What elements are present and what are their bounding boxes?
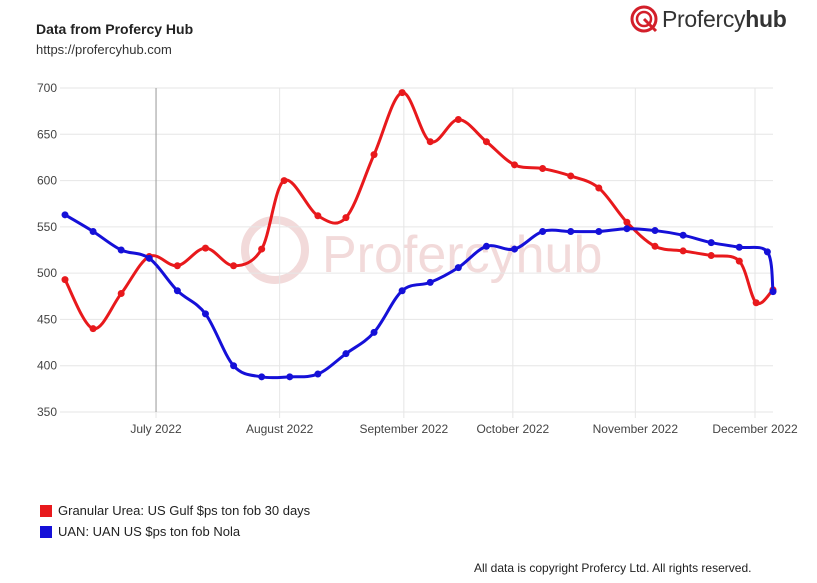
legend-item-uan[interactable]: UAN: UAN US $ps ton fob Nola [40, 521, 310, 542]
data-point-urea [623, 218, 631, 226]
series-line-urea [63, 91, 775, 331]
brand-logo[interactable]: Profercyhub [630, 3, 787, 35]
y-tick-label: 450 [37, 312, 57, 326]
data-point-uan [117, 246, 125, 254]
data-point-urea [314, 212, 322, 220]
data-point-urea [201, 244, 209, 252]
chart-legend: Granular Urea: US Gulf $ps ton fob 30 da… [40, 500, 310, 542]
y-tick-label: 400 [37, 359, 57, 373]
source-url[interactable]: https://profercyhub.com [36, 42, 172, 57]
data-point-uan [61, 211, 69, 219]
data-point-urea [398, 89, 406, 97]
data-point-uan [735, 243, 743, 251]
watermark-logo-icon [241, 216, 309, 284]
data-point-uan [145, 254, 153, 262]
data-point-uan [454, 264, 462, 272]
data-point-uan [370, 328, 378, 336]
data-point-urea [454, 115, 462, 123]
data-point-uan [230, 362, 238, 370]
data-point-uan [482, 242, 490, 250]
y-tick-label: 350 [37, 405, 57, 419]
watermark: Profercyhub [241, 216, 602, 284]
x-tick-label: October 2022 [476, 422, 549, 436]
data-point-urea [595, 184, 603, 192]
data-point-urea [61, 276, 69, 284]
data-point-urea [173, 262, 181, 270]
data-point-uan [286, 373, 294, 381]
y-tick-label: 650 [37, 127, 57, 141]
y-tick-label: 550 [37, 220, 57, 234]
legend-swatch-urea [40, 504, 52, 517]
data-point-uan [623, 225, 631, 233]
data-point-uan [707, 239, 715, 247]
data-point-uan [539, 227, 547, 235]
data-point-uan [595, 227, 603, 235]
data-point-uan [679, 231, 687, 239]
x-tick-label: August 2022 [246, 422, 314, 436]
watermark-text: Profercyhub [322, 226, 602, 284]
data-point-urea [426, 138, 434, 146]
data-point-urea [89, 325, 97, 333]
data-point-urea [370, 151, 378, 159]
data-point-uan [201, 310, 209, 318]
data-point-uan [173, 287, 181, 295]
data-point-urea [342, 214, 350, 222]
profercy-logo-icon [630, 5, 658, 33]
x-tick-label: November 2022 [593, 422, 679, 436]
brand-name: Profercyhub [662, 5, 787, 32]
data-point-urea [707, 252, 715, 260]
y-tick-label: 500 [37, 266, 57, 280]
data-point-uan [314, 370, 322, 378]
x-tick-label: September 2022 [359, 422, 448, 436]
legend-label-uan: UAN: UAN US $ps ton fob Nola [58, 524, 241, 539]
legend-label-urea: Granular Urea: US Gulf $ps ton fob 30 da… [58, 503, 311, 518]
data-point-uan [651, 227, 659, 235]
data-point-urea [679, 247, 687, 255]
data-point-urea [482, 138, 490, 146]
data-point-urea [651, 242, 659, 250]
data-point-urea [567, 172, 575, 180]
data-point-uan [89, 227, 97, 235]
data-point-uan [426, 278, 434, 286]
data-point-uan [763, 248, 771, 256]
data-point-uan [342, 350, 350, 358]
y-tick-label: 600 [37, 174, 57, 188]
data-point-uan [511, 245, 519, 253]
data-point-urea [280, 177, 288, 185]
data-point-urea [117, 290, 125, 298]
legend-item-urea[interactable]: Granular Urea: US Gulf $ps ton fob 30 da… [40, 500, 310, 521]
data-point-urea [752, 299, 760, 307]
data-point-uan [567, 227, 575, 235]
data-point-urea [539, 165, 547, 173]
data-point-urea [511, 161, 519, 169]
x-tick-label: July 2022 [130, 422, 182, 436]
x-tick-label: December 2022 [712, 422, 798, 436]
data-point-urea [735, 257, 743, 265]
data-point-uan [258, 373, 266, 381]
data-point-uan [769, 288, 777, 296]
data-point-urea [258, 245, 266, 253]
data-point-urea [230, 262, 238, 270]
data-point-uan [398, 287, 406, 295]
chart-title: Data from Profercy Hub [36, 21, 194, 37]
copyright-notice: All data is copyright Profercy Ltd. All … [474, 561, 752, 575]
y-tick-label: 700 [37, 81, 57, 95]
legend-swatch-uan [40, 525, 52, 538]
